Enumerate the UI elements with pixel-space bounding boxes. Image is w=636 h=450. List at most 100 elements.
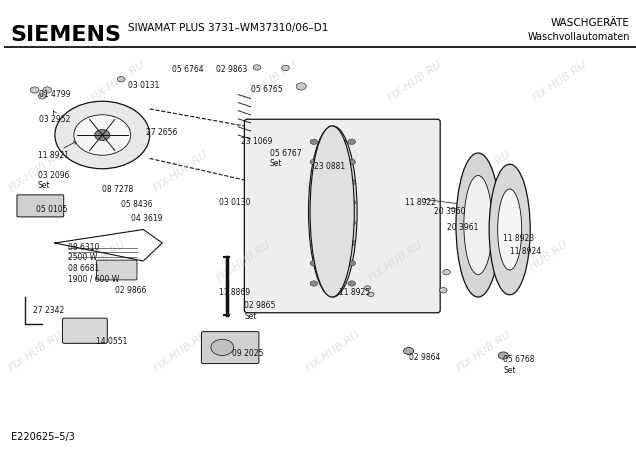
Text: 11 8921: 11 8921 <box>38 151 69 160</box>
Circle shape <box>310 281 317 286</box>
Circle shape <box>348 200 356 205</box>
Circle shape <box>310 200 317 205</box>
Text: 08 6310
2500 W
08 6681
1900 / 600 W: 08 6310 2500 W 08 6681 1900 / 600 W <box>67 243 119 283</box>
Circle shape <box>338 240 346 246</box>
FancyBboxPatch shape <box>17 195 64 217</box>
Ellipse shape <box>456 153 500 297</box>
Ellipse shape <box>308 126 357 297</box>
Circle shape <box>439 288 447 293</box>
Text: 20 3961: 20 3961 <box>446 223 478 232</box>
Circle shape <box>211 339 233 356</box>
Circle shape <box>329 240 336 246</box>
Circle shape <box>282 65 289 71</box>
Circle shape <box>329 220 336 225</box>
Circle shape <box>95 130 110 140</box>
Text: 05 0105: 05 0105 <box>36 205 67 214</box>
Circle shape <box>319 240 327 246</box>
Text: 05 6768
Set: 05 6768 Set <box>503 356 535 375</box>
Circle shape <box>319 261 327 266</box>
Text: FIX-HUB.RU: FIX-HUB.RU <box>367 238 425 284</box>
FancyBboxPatch shape <box>97 260 137 280</box>
Circle shape <box>319 180 327 185</box>
Text: 23 1069: 23 1069 <box>241 137 273 146</box>
Text: Waschvollautomaten: Waschvollautomaten <box>527 32 630 41</box>
Circle shape <box>338 261 346 266</box>
Text: SIWAMAT PLUS 3731–WM37310/06–D1: SIWAMAT PLUS 3731–WM37310/06–D1 <box>127 22 328 32</box>
Text: 01 4799: 01 4799 <box>39 90 71 99</box>
Text: 11 8925: 11 8925 <box>339 288 370 297</box>
Circle shape <box>319 159 327 165</box>
FancyBboxPatch shape <box>244 119 440 313</box>
Circle shape <box>310 159 317 165</box>
Circle shape <box>329 281 336 286</box>
Ellipse shape <box>464 176 492 274</box>
Text: 05 6764: 05 6764 <box>172 65 204 74</box>
Text: 03 2096
Set: 03 2096 Set <box>38 171 69 190</box>
FancyBboxPatch shape <box>62 318 107 343</box>
Text: FIX-HUB.RU: FIX-HUB.RU <box>89 58 147 104</box>
Text: FIX-HUB.RU: FIX-HUB.RU <box>240 58 299 104</box>
Text: 03 2952: 03 2952 <box>39 115 71 124</box>
Text: 04 3619: 04 3619 <box>130 214 162 223</box>
Circle shape <box>348 139 356 144</box>
Text: 02 9864: 02 9864 <box>408 353 440 362</box>
Text: 27 2656: 27 2656 <box>146 128 178 137</box>
Text: FIX-HUB.RU: FIX-HUB.RU <box>455 148 513 194</box>
Circle shape <box>74 115 130 155</box>
Text: FIX-HUB.RU: FIX-HUB.RU <box>455 328 513 374</box>
Text: 05 8436: 05 8436 <box>121 200 153 209</box>
Circle shape <box>348 281 356 286</box>
Circle shape <box>55 101 149 169</box>
Text: 03 0130: 03 0130 <box>219 198 251 207</box>
Circle shape <box>368 292 374 297</box>
Text: FIX-HUB.RU: FIX-HUB.RU <box>386 58 444 104</box>
Circle shape <box>329 139 336 144</box>
Text: 05 6767
Set: 05 6767 Set <box>270 148 301 168</box>
Text: FIX-HUB.RU: FIX-HUB.RU <box>216 238 273 284</box>
Circle shape <box>364 286 371 290</box>
Circle shape <box>319 139 327 144</box>
Circle shape <box>319 220 327 225</box>
Circle shape <box>329 159 336 165</box>
Circle shape <box>329 200 336 205</box>
Circle shape <box>310 261 317 266</box>
Text: 09 2025: 09 2025 <box>232 349 263 358</box>
Circle shape <box>310 180 317 185</box>
Text: 02 9866: 02 9866 <box>115 286 146 295</box>
Circle shape <box>338 159 346 165</box>
Text: 08 7278: 08 7278 <box>102 184 134 194</box>
Ellipse shape <box>497 189 522 270</box>
Text: E220625–5/3: E220625–5/3 <box>11 432 74 442</box>
Circle shape <box>319 281 327 286</box>
Circle shape <box>253 65 261 70</box>
Circle shape <box>296 83 307 90</box>
Circle shape <box>319 200 327 205</box>
Text: FIX-HUB.RU: FIX-HUB.RU <box>152 328 210 374</box>
Circle shape <box>348 220 356 225</box>
Text: 11 8923: 11 8923 <box>503 234 534 243</box>
Text: FIX-HUB.RU: FIX-HUB.RU <box>304 328 362 374</box>
Circle shape <box>338 281 346 286</box>
Circle shape <box>338 139 346 144</box>
Text: 02 9863: 02 9863 <box>216 65 247 74</box>
Circle shape <box>43 87 52 93</box>
Text: FIX-HUB.RU: FIX-HUB.RU <box>7 328 65 374</box>
Circle shape <box>310 139 317 144</box>
Text: 14 0551: 14 0551 <box>96 338 127 346</box>
Text: FIX-HUB.RU: FIX-HUB.RU <box>70 238 128 284</box>
Ellipse shape <box>310 126 354 297</box>
Circle shape <box>443 270 450 275</box>
Text: 20 3960: 20 3960 <box>434 207 466 216</box>
Circle shape <box>338 220 346 225</box>
Circle shape <box>338 200 346 205</box>
Circle shape <box>31 87 39 93</box>
Text: FIX-HUB.RU: FIX-HUB.RU <box>304 148 362 194</box>
Circle shape <box>118 76 125 82</box>
Text: 27 2342: 27 2342 <box>33 306 64 315</box>
Text: FIX-HUB.RU: FIX-HUB.RU <box>512 238 570 284</box>
Circle shape <box>329 261 336 266</box>
Circle shape <box>310 220 317 225</box>
Circle shape <box>348 180 356 185</box>
Circle shape <box>338 180 346 185</box>
Circle shape <box>404 347 413 355</box>
